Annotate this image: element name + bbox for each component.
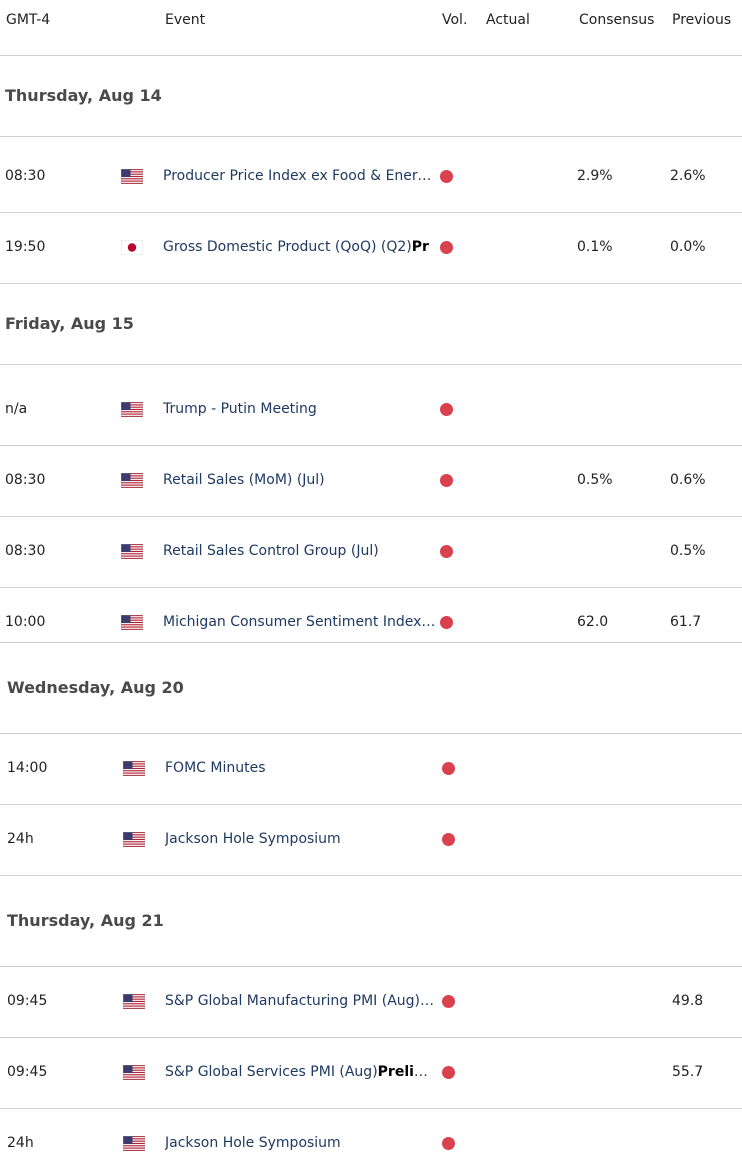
event-name-link[interactable]: Jackson Hole Symposium: [165, 831, 341, 847]
event-name-link[interactable]: Producer Price Index ex Food & Energy (Y…: [163, 168, 439, 184]
day-heading: Friday, Aug 15: [0, 284, 742, 365]
event-column-header: Event: [165, 12, 206, 28]
previous-value: 0.6%: [670, 472, 706, 488]
high-volatility-icon: [440, 170, 453, 183]
event-time: 19:50: [5, 239, 46, 255]
previous-value: 55.7: [672, 1064, 704, 1080]
event-time: 24h: [7, 1135, 34, 1151]
event-time: 08:30: [5, 472, 46, 488]
high-volatility-icon: [442, 1066, 455, 1079]
previous-column-header: Previous: [672, 12, 732, 28]
event-name-link[interactable]: S&P Global Manufacturing PMI (Aug)Prelim…: [165, 993, 435, 1009]
event-row: 08:30 Producer Price Index ex Food & Ene…: [0, 142, 742, 213]
event-name-link[interactable]: Trump - Putin Meeting: [163, 401, 317, 417]
event-name-link[interactable]: Retail Sales Control Group (Jul): [163, 543, 379, 559]
previous-value: 0.0%: [670, 239, 706, 255]
consensus-value: 0.5%: [577, 472, 613, 488]
high-volatility-icon: [442, 833, 455, 846]
japan-flag-icon: [121, 240, 143, 255]
timezone-label[interactable]: GMT-4: [6, 12, 51, 28]
previous-value: 2.6%: [670, 168, 706, 184]
consensus-value: 62.0: [577, 614, 609, 630]
event-row: 08:30 Retail Sales Control Group (Jul) 0…: [0, 517, 742, 588]
day-heading: Thursday, Aug 21: [0, 876, 742, 967]
event-time: 10:00: [5, 614, 46, 630]
event-row: 09:45 S&P Global Manufacturing PMI (Aug)…: [0, 967, 742, 1038]
event-time: 14:00: [7, 760, 48, 776]
event-row: 10:00 Michigan Consumer Sentiment Index …: [0, 588, 742, 643]
event-name-link[interactable]: S&P Global Services PMI (Aug)Preliminary: [165, 1064, 435, 1080]
event-row: 24h Jackson Hole Symposium: [0, 1109, 742, 1170]
us-flag-icon: [121, 473, 143, 488]
day-label: Thursday, Aug 21: [7, 911, 164, 930]
actual-column-header: Actual: [486, 12, 530, 28]
event-row: n/a Trump - Putin Meeting: [0, 375, 742, 446]
us-flag-icon: [123, 1065, 145, 1080]
event-time: n/a: [5, 401, 28, 417]
high-volatility-icon: [440, 616, 453, 629]
us-flag-icon: [121, 615, 143, 630]
event-row: 19:50 Gross Domestic Product (QoQ) (Q2)P…: [0, 213, 742, 284]
us-flag-icon: [123, 994, 145, 1009]
consensus-column-header: Consensus: [579, 12, 655, 28]
us-flag-icon: [123, 761, 145, 776]
us-flag-icon: [121, 544, 143, 559]
table-header: GMT-4 Event Vol. Actual Consensus Previo…: [0, 0, 742, 56]
event-time: 08:30: [5, 543, 46, 559]
event-time: 08:30: [5, 168, 46, 184]
event-name-link[interactable]: Gross Domestic Product (QoQ) (Q2)Pr: [163, 239, 429, 255]
day-label: Friday, Aug 15: [5, 314, 134, 333]
us-flag-icon: [121, 402, 143, 417]
previous-value: 0.5%: [670, 543, 706, 559]
high-volatility-icon: [442, 762, 455, 775]
event-name-link[interactable]: Jackson Hole Symposium: [165, 1135, 341, 1151]
previous-value: 61.7: [670, 614, 702, 630]
day-label: Thursday, Aug 14: [5, 86, 162, 105]
consensus-value: 0.1%: [577, 239, 613, 255]
event-time: 09:45: [7, 1064, 48, 1080]
previous-value: 49.8: [672, 993, 704, 1009]
us-flag-icon: [123, 832, 145, 847]
us-flag-icon: [121, 169, 143, 184]
us-flag-icon: [123, 1136, 145, 1151]
event-row: 09:45 S&P Global Services PMI (Aug)Preli…: [0, 1038, 742, 1109]
high-volatility-icon: [440, 474, 453, 487]
volatility-column-header: Vol.: [442, 12, 468, 28]
event-time: 24h: [7, 831, 34, 847]
day-label: Wednesday, Aug 20: [7, 678, 184, 697]
event-row: 08:30 Retail Sales (MoM) (Jul) 0.5% 0.6%: [0, 446, 742, 517]
high-volatility-icon: [442, 1137, 455, 1150]
event-name-link[interactable]: Michigan Consumer Sentiment Index (Aug): [163, 614, 439, 630]
event-name-link[interactable]: Retail Sales (MoM) (Jul): [163, 472, 325, 488]
high-volatility-icon: [440, 403, 453, 416]
event-name-link[interactable]: FOMC Minutes: [165, 760, 266, 776]
event-row: 24h Jackson Hole Symposium: [0, 805, 742, 876]
high-volatility-icon: [442, 995, 455, 1008]
day-heading: Wednesday, Aug 20: [0, 643, 742, 734]
consensus-value: 2.9%: [577, 168, 613, 184]
event-row: 14:00 FOMC Minutes: [0, 734, 742, 805]
high-volatility-icon: [440, 241, 453, 254]
event-time: 09:45: [7, 993, 48, 1009]
high-volatility-icon: [440, 545, 453, 558]
day-heading: Thursday, Aug 14: [0, 56, 742, 137]
